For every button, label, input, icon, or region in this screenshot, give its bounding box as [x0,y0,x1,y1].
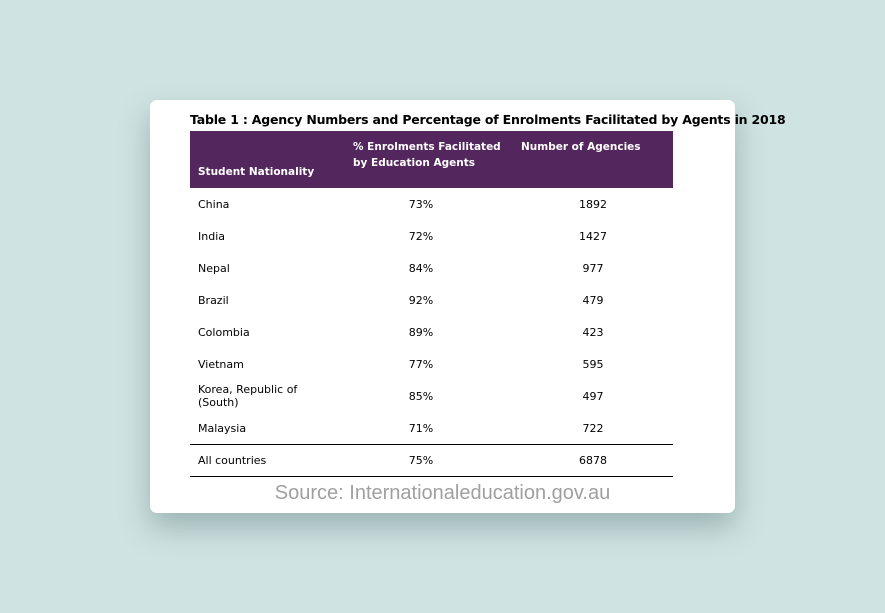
table-header-row: Student Nationality % Enrolments Facilit… [190,131,673,188]
nationality-cell: Vietnam [198,357,244,371]
agency-count-cell: 1892 [579,197,607,211]
enrolment-pct-cell: 89% [408,325,434,339]
table-row: China 73% 1892 [190,188,673,220]
total-row: All countries 75% 6878 [190,444,673,477]
nationality-cell: Korea, Republic of (South) [198,383,298,409]
table-title: Table 1 : Agency Numbers and Percentage … [190,112,786,127]
table-row: India 72% 1427 [190,220,673,252]
enrolment-pct-cell: 72% [408,229,434,243]
table-card: Table 1 : Agency Numbers and Percentage … [150,100,786,513]
nationality-cell: Nepal [198,261,230,275]
table-row: Korea, Republic of (South) 85% 497 [190,380,673,412]
enrolment-pct-cell: 71% [408,421,434,435]
nationality-cell: Brazil [198,293,229,307]
agency-count-cell: 977 [582,261,604,275]
enrolment-pct-cell: 92% [408,293,434,307]
nationality-cell: India [198,229,225,243]
header-enrolments-pct: % Enrolments Facilitated by Education Ag… [345,131,513,188]
agency-count-cell: 722 [582,421,604,435]
header-student-nationality: Student Nationality [190,131,345,188]
total-enrolment-pct-cell: 75% [345,444,513,477]
table-row: Vietnam 77% 595 [190,348,673,380]
source-caption: Source: Internationaleducation.gov.au [274,482,611,504]
enrolment-pct-cell: 77% [408,357,434,371]
agency-count-cell: 423 [582,325,604,339]
nationality-cell: Malaysia [198,421,247,435]
table-row: Colombia 89% 423 [190,316,673,348]
total-nationality-cell: All countries [190,444,345,477]
agency-count-cell: 595 [582,357,604,371]
agency-count-cell: 1427 [579,229,607,243]
table-row: Brazil 92% 479 [190,284,673,316]
agency-count-cell: 479 [582,293,604,307]
total-agency-count-cell: 6878 [513,444,673,477]
nationality-cell: China [198,197,230,211]
enrolment-pct-cell: 84% [408,261,434,275]
agency-count-cell: 497 [582,389,604,403]
table-row: Malaysia 71% 722 [190,412,673,445]
enrolment-pct-cell: 85% [408,389,434,403]
nationality-cell: Colombia [198,325,250,339]
header-number-of-agencies: Number of Agencies [513,131,673,188]
agency-table: Student Nationality % Enrolments Facilit… [190,131,673,477]
enrolment-pct-cell: 73% [408,197,434,211]
table-row: Nepal 84% 977 [190,252,673,284]
